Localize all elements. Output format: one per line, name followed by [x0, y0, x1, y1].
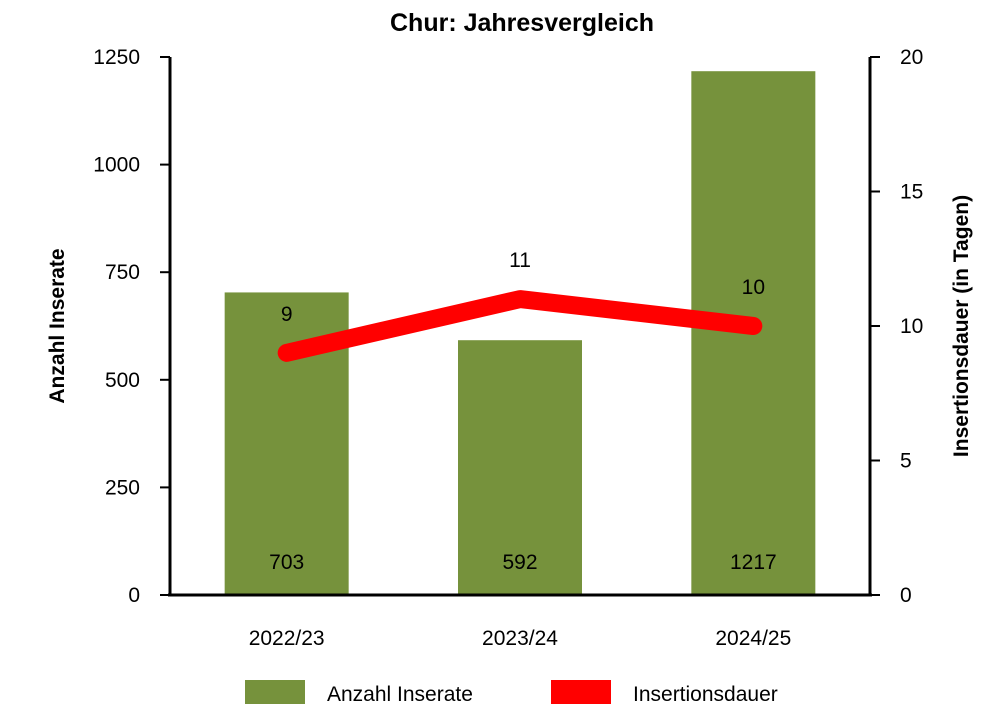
left-tick-label-5: 1250 [93, 46, 140, 69]
bars-group [224, 71, 816, 596]
line-point-2 [752, 325, 755, 327]
line-value-label-2: 10 [742, 276, 765, 299]
left-tick-label-0: 0 [128, 584, 140, 607]
right-tick-label-1: 5 [900, 450, 912, 473]
line-value-label-0: 9 [281, 303, 293, 326]
chart-title: Chur: Jahresvergleich [390, 9, 654, 37]
left-tick-label-3: 750 [105, 261, 140, 284]
x-tick-label-1: 2023/24 [482, 627, 558, 650]
ticks-group: 0 250 500 750 1000 1250 0 5 10 15 20 2022/23 2023/24… [93, 46, 923, 650]
x-tick-label-0: 2022/23 [249, 627, 325, 650]
left-tick-label-4: 1000 [93, 154, 140, 177]
legend: Anzahl Inserate Insertionsdauer [245, 680, 778, 706]
bar-value-label-1: 592 [502, 551, 537, 574]
right-tick-label-4: 20 [900, 46, 923, 69]
line-point-1 [519, 298, 521, 301]
bar-value-label-2: 1217 [730, 551, 777, 574]
line-point-0 [285, 351, 288, 354]
bar-1 [458, 340, 582, 595]
bar-value-label-0: 703 [269, 551, 304, 574]
left-tick-label-2: 500 [105, 369, 140, 392]
y-axis-label: Anzahl Inserate [46, 248, 69, 403]
legend-swatch-bars [245, 680, 305, 704]
legend-label-line: Insertionsdauer [633, 683, 778, 706]
right-tick-label-0: 0 [900, 584, 912, 607]
legend-label-bars: Anzahl Inserate [327, 683, 473, 706]
legend-swatch-line [551, 680, 611, 704]
left-tick-label-1: 250 [105, 476, 140, 499]
y2-axis-label: Insertionsdauer (in Tagen) [950, 195, 973, 457]
x-tick-label-2: 2024/25 [715, 627, 791, 650]
right-tick-label-3: 15 [900, 181, 923, 204]
line-value-label-1: 11 [509, 249, 531, 272]
right-tick-label-2: 10 [900, 315, 923, 338]
data-labels-group: 703 592 1217 9 11 10 [269, 249, 777, 574]
line-group [277, 290, 763, 362]
